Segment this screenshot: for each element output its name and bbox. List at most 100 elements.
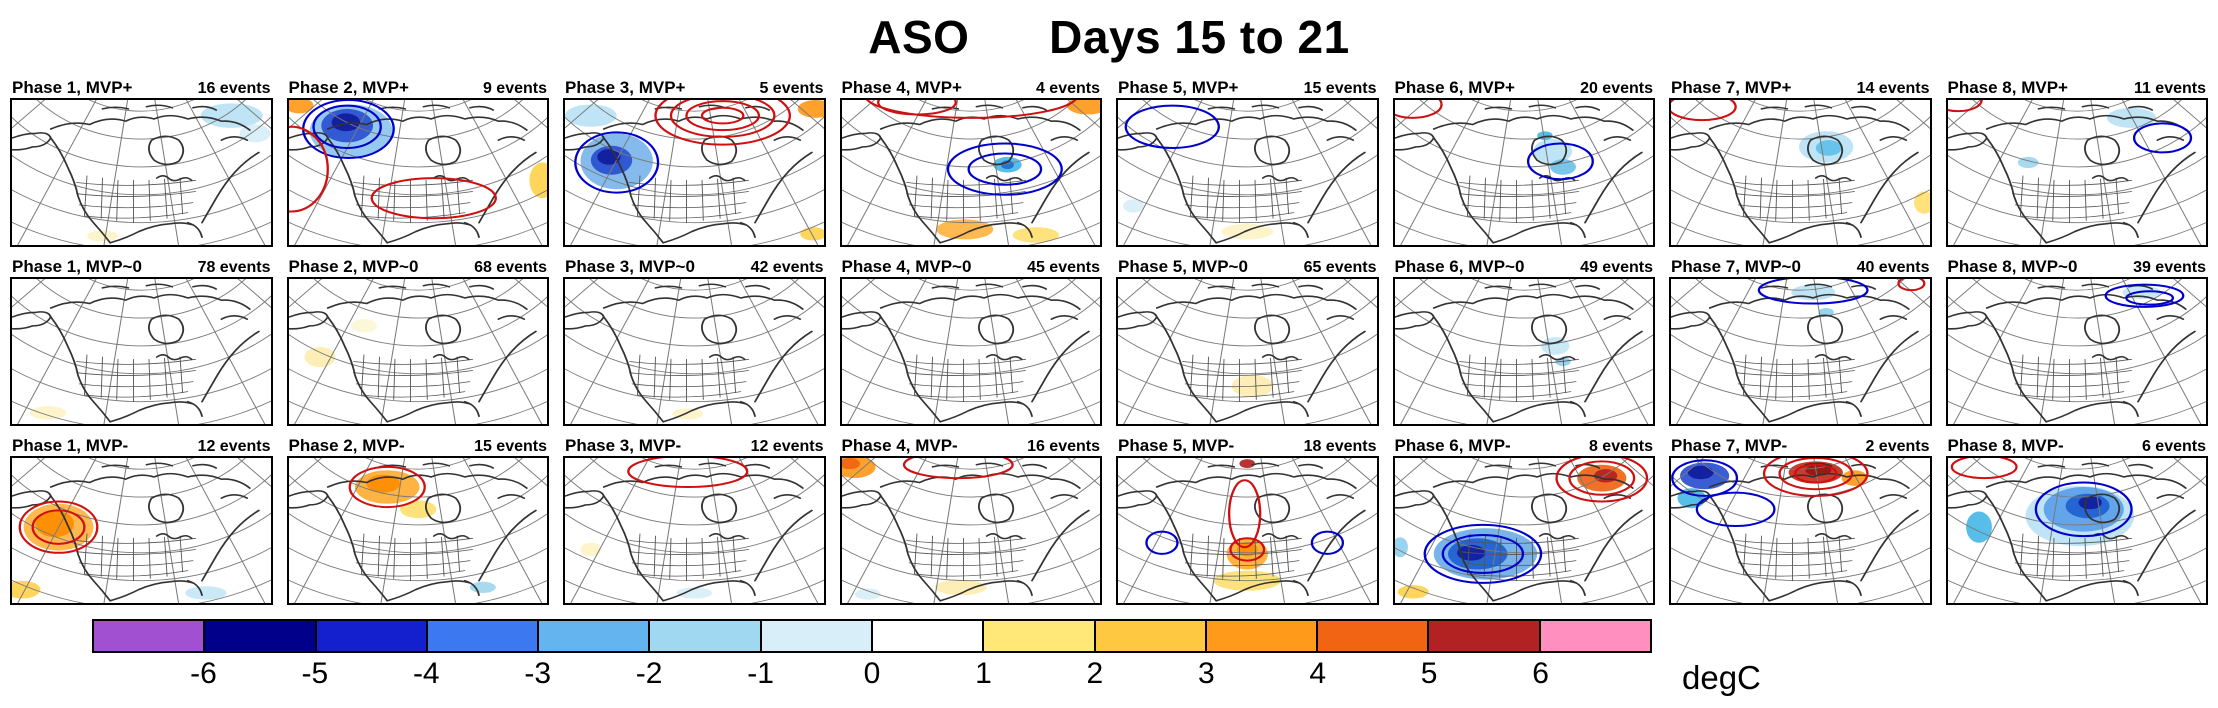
panel-header: Phase 3, MVP- 12 events — [563, 436, 826, 456]
contour-line — [876, 100, 957, 116]
panel-label: Phase 7, MVP- — [1671, 436, 1788, 455]
contour-lines — [1950, 458, 2133, 538]
panel-label: Phase 5, MVP~0 — [1118, 257, 1248, 276]
map-plot — [563, 456, 826, 605]
panel-label: Phase 8, MVP+ — [1947, 78, 2068, 97]
map-plot — [10, 277, 273, 426]
anomaly-blob — [1815, 140, 1842, 156]
panel-events-count: 9 events — [482, 80, 547, 97]
anomaly-blob — [1805, 464, 1832, 476]
panel-header: Phase 8, MVP+ 11 events — [1946, 78, 2209, 98]
panel-label: Phase 4, MVP+ — [841, 78, 962, 97]
map-panel: Phase 1, MVP~0 78 events — [10, 257, 273, 426]
panel-events-count: 45 events — [1027, 259, 1100, 276]
colorbar-segment — [870, 621, 983, 651]
contour-line — [1947, 100, 1983, 113]
map-plot — [563, 277, 826, 426]
map-plot — [839, 456, 1102, 605]
anomaly-blob — [934, 579, 987, 596]
map-plot — [1945, 277, 2208, 426]
anomaly-blob — [676, 587, 713, 599]
map-plot — [1116, 277, 1379, 426]
contour-line — [865, 100, 1077, 119]
panel-events-count: 18 events — [1303, 438, 1377, 455]
contour-line — [1310, 530, 1345, 555]
basemap-outline — [1671, 279, 1930, 424]
contour-line — [18, 500, 99, 554]
basemap-outline — [1947, 100, 2206, 245]
anomaly-blob — [565, 104, 617, 127]
panel-label: Phase 6, MVP~0 — [1394, 257, 1525, 276]
panel-label: Phase 1, MVP~0 — [12, 257, 142, 276]
contour-lines — [18, 500, 99, 554]
colorbar-segments — [92, 619, 1652, 653]
panel-grid: Phase 1, MVP+ 16 events Phase 2, MVP+ 9 … — [0, 78, 2218, 605]
anomaly-blob — [935, 219, 993, 240]
contour-line — [1567, 460, 1635, 496]
basemap-outline — [1394, 279, 1653, 424]
colorbar-segment — [1316, 621, 1428, 651]
anomaly-blob — [1239, 459, 1256, 469]
contour-line — [311, 104, 382, 149]
colorbar-ticks: -6 -5 -4 -3 -2 -1 0 1 2 3 4 5 6 — [92, 653, 1652, 693]
map-plot — [1669, 98, 1932, 247]
anomaly-blob — [1913, 191, 1930, 214]
contour-lines — [1757, 279, 1926, 305]
anomaly-blob — [399, 500, 436, 519]
anomaly-shading — [580, 542, 713, 599]
anomaly-shading — [304, 319, 377, 368]
contour-line — [2034, 481, 2133, 538]
panel-events-count: 12 events — [750, 438, 824, 455]
panel-label: Phase 7, MVP~0 — [1671, 257, 1801, 276]
panel-events-count: 16 events — [1027, 438, 1100, 455]
colorbar-tick-label: -4 — [412, 657, 440, 690]
anomaly-blob — [797, 100, 824, 118]
map-panel: Phase 1, MVP+ 16 events — [10, 78, 273, 247]
contour-line — [1671, 459, 1739, 497]
map-panel: Phase 4, MVP~0 45 events — [839, 257, 1102, 426]
panel-label: Phase 3, MVP+ — [565, 78, 686, 97]
map-plot — [1669, 456, 1932, 605]
anomaly-shading — [841, 458, 987, 600]
colorbar-tick-label: 2 — [1086, 657, 1104, 690]
panel-events-count: 39 events — [2133, 259, 2206, 276]
basemap-outline — [1394, 458, 1653, 603]
contour-line — [2124, 290, 2174, 306]
panel-header: Phase 1, MVP~0 78 events — [10, 257, 273, 277]
anomaly-blob — [86, 230, 118, 242]
map-panel: Phase 8, MVP- 6 events — [1945, 436, 2208, 605]
colorbar-tick-label: -6 — [190, 657, 217, 690]
panel-events-count: 15 events — [1303, 80, 1377, 97]
panel-header: Phase 2, MVP~0 68 events — [287, 257, 550, 277]
anomaly-blob — [1687, 465, 1714, 480]
contour-line — [1897, 279, 1926, 292]
contour-lines — [288, 100, 497, 220]
panel-events-count: 40 events — [1856, 259, 1930, 276]
panel-events-count: 78 events — [197, 259, 271, 276]
panel-label: Phase 1, MVP+ — [12, 78, 133, 97]
contour-line — [1554, 458, 1648, 503]
panel-label: Phase 7, MVP+ — [1671, 78, 1792, 97]
colorbar-tick-label: 3 — [1197, 657, 1215, 690]
contour-line — [2104, 283, 2184, 308]
basemap-outline — [12, 279, 271, 424]
contour-lines — [1947, 100, 2192, 154]
contour-line — [1778, 458, 1854, 491]
panel-events-count: 6 events — [2141, 438, 2206, 455]
map-plot — [286, 277, 549, 426]
map-panel: Phase 3, MVP- 12 events — [563, 436, 826, 605]
contour-lines — [865, 100, 1077, 196]
panel-label: Phase 5, MVP+ — [1118, 78, 1239, 97]
map-plot — [1116, 456, 1379, 605]
colorbar-tick-label: -3 — [524, 657, 552, 690]
panel-events-count: 42 events — [750, 259, 824, 276]
panel-header: Phase 6, MVP+ 20 events — [1393, 78, 1656, 98]
anomaly-blob — [1965, 511, 1992, 543]
basemap-outline — [12, 100, 271, 245]
panel-events-count: 2 events — [1865, 438, 1930, 455]
contour-line — [1950, 458, 2018, 480]
anomaly-blob — [580, 542, 602, 557]
colorbar-tick-label: -1 — [747, 657, 774, 690]
anomaly-shading — [1532, 131, 1576, 175]
